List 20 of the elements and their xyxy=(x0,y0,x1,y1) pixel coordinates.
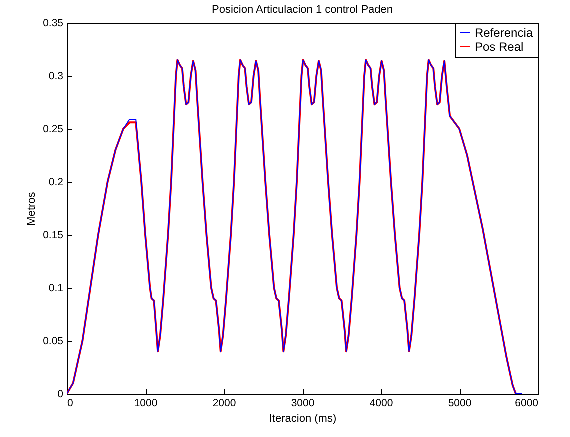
y-axis-title: Metros xyxy=(26,192,38,226)
x-tick-label: 3000 xyxy=(291,398,315,410)
legend-label: Pos Real xyxy=(475,40,524,54)
x-tick-label: 2000 xyxy=(212,398,236,410)
y-tick-label: 0.2 xyxy=(48,176,64,188)
y-tick-label: 0.15 xyxy=(43,230,64,242)
y-tick-label: 0.35 xyxy=(43,18,64,30)
x-tick-label: 0 xyxy=(68,398,74,410)
legend-label: Referencia xyxy=(475,26,534,40)
x-axis-title: Iteracion (ms) xyxy=(269,413,337,425)
y-tick-label: 0.1 xyxy=(48,282,64,294)
y-tick-label: 0 xyxy=(58,388,64,400)
y-tick-label: 0.25 xyxy=(43,124,64,136)
y-tick-label: 0.05 xyxy=(43,336,64,348)
x-tick-label: 1000 xyxy=(134,398,158,410)
chart-title: Posicion Articulacion 1 control Paden xyxy=(212,4,393,16)
x-tick-label: 6000 xyxy=(515,398,539,410)
x-tick-label: 5000 xyxy=(448,398,472,410)
x-tick-label: 4000 xyxy=(370,398,394,410)
y-tick-label: 0.3 xyxy=(48,70,64,82)
